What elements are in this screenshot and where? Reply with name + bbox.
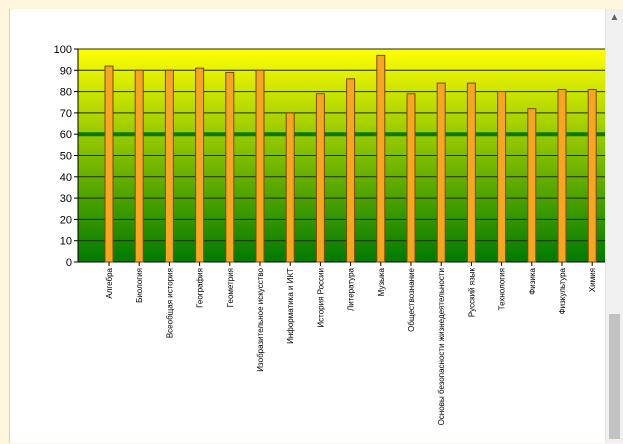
y-tick-label: 50: [60, 151, 72, 163]
y-tick-label: 60: [60, 129, 72, 141]
bar: [436, 82, 446, 263]
bar: [346, 78, 356, 263]
y-tick-label: 30: [60, 193, 72, 205]
bar: [255, 69, 265, 263]
bar: [315, 93, 325, 263]
bar-chart: 0 10 20 30 40 50 60 70 80 90 100 Алгебра Биология Вс…: [54, 44, 606, 425]
x-tick-label: Литература: [347, 267, 356, 311]
x-tick-label: Геометрия: [226, 268, 235, 307]
x-tick-label: Технология: [498, 268, 507, 310]
bar: [527, 108, 537, 263]
bar: [285, 112, 295, 263]
y-tick-label: 100: [54, 44, 72, 56]
bar: [164, 69, 174, 263]
x-tick-label: Музыка: [377, 267, 386, 296]
x-tick-label: Русский язык: [467, 268, 476, 318]
bar: [587, 88, 597, 263]
y-tick-label: 40: [60, 172, 72, 184]
bar: [134, 69, 144, 263]
x-tick-label: Изобразительное искусство: [256, 267, 265, 371]
x-tick-label: Физкультура: [558, 267, 567, 314]
x-tick-label: История России: [316, 268, 325, 328]
x-tick-label: Всеобщая история: [165, 268, 174, 338]
x-tick-label: Информатика и ИКТ: [286, 268, 295, 344]
bar: [557, 88, 567, 263]
scrollbar-thumb[interactable]: [609, 314, 620, 439]
bar: [376, 54, 386, 263]
bar: [195, 67, 205, 263]
x-tick-label: Обществознание: [407, 267, 416, 331]
x-axis-labels: Алгебра Биология Всеобщая история География…: [105, 262, 597, 425]
x-tick-label: География: [196, 268, 205, 308]
bar: [466, 82, 476, 263]
bar: [497, 91, 507, 263]
x-tick-label: Основы безопасности жизнедеятельности: [437, 268, 446, 425]
bar: [104, 65, 114, 263]
y-tick-label: 10: [60, 236, 72, 248]
vertical-scrollbar[interactable]: ▲: [605, 9, 623, 443]
bar: [406, 93, 416, 263]
y-tick-label: 20: [60, 214, 72, 226]
chevron-up-icon[interactable]: ▲: [609, 12, 620, 23]
x-tick-label: Физика: [528, 267, 537, 294]
y-tick-label: 90: [60, 65, 72, 77]
y-tick-label: 70: [60, 108, 72, 120]
x-tick-label: Химия: [588, 268, 597, 292]
x-tick-label: Биология: [135, 268, 144, 303]
y-tick-label: 80: [60, 87, 72, 99]
y-tick-label: 0: [66, 257, 72, 269]
x-tick-label: Алгебра: [105, 267, 114, 298]
bar: [225, 71, 235, 263]
y-axis-ticks: 0 10 20 30 40 50 60 70 80 90 100: [54, 44, 78, 269]
